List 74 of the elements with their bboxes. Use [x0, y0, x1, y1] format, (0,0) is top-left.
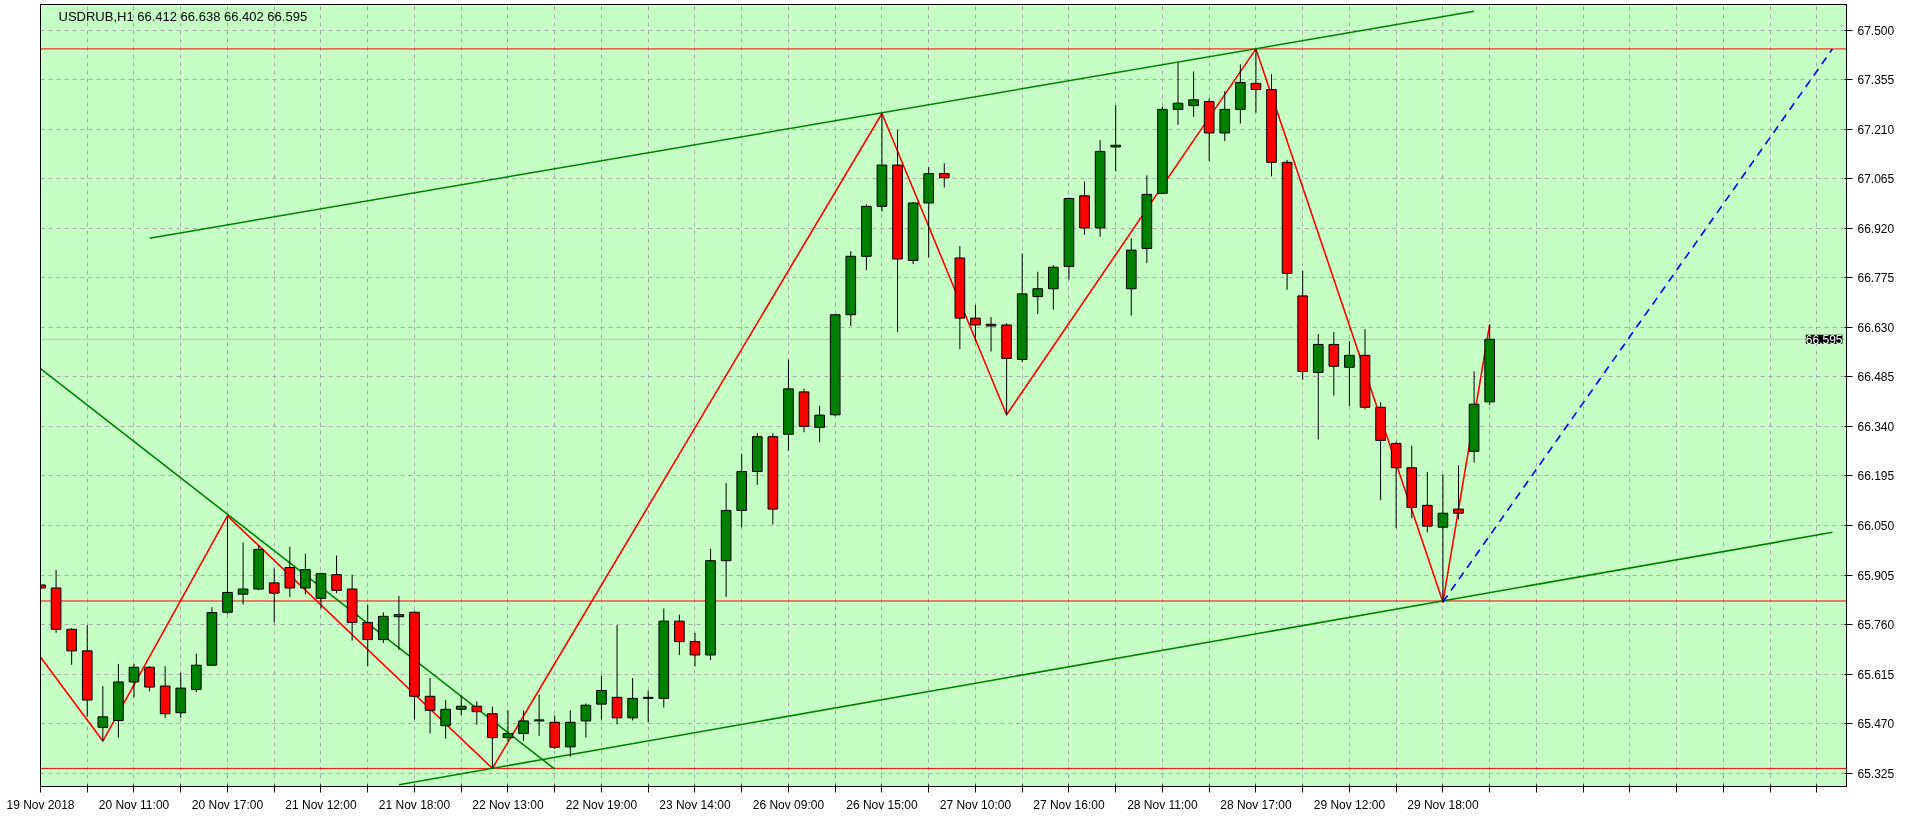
y-tick-label: 67.210 — [1857, 122, 1895, 137]
x-tick-label: 19 Nov 2018 — [6, 797, 75, 812]
y-tick-label: 66.920 — [1857, 221, 1895, 236]
y-tick-label: 66.775 — [1857, 271, 1895, 286]
candlestick — [1188, 70, 1199, 118]
candlestick — [1110, 104, 1122, 172]
candlestick — [518, 709, 529, 742]
y-tick-label: 65.615 — [1857, 667, 1895, 682]
candlestick — [533, 694, 545, 737]
candlestick — [284, 546, 296, 598]
candlestick — [1219, 90, 1231, 142]
x-tick-label: 27 Nov 10:00 — [939, 797, 1012, 812]
y-tick-label: 66.195 — [1857, 469, 1895, 484]
candlestick — [627, 677, 638, 722]
candlestick — [689, 632, 701, 667]
y-tick-label: 65.325 — [1857, 766, 1895, 781]
y-tick-label: 66.630 — [1857, 320, 1895, 335]
x-tick-label: 26 Nov 09:00 — [752, 797, 825, 812]
x-tick-label: 28 Nov 11:00 — [1127, 797, 1199, 812]
candlestick — [596, 675, 607, 721]
y-tick-label: 65.905 — [1857, 568, 1895, 583]
x-tick-label: 23 Nov 14:00 — [659, 797, 731, 812]
y-tick-label: 65.760 — [1857, 618, 1895, 633]
y-tick-label: 66.050 — [1857, 518, 1895, 533]
y-tick-label: 67.065 — [1857, 172, 1895, 187]
candlestick — [1422, 471, 1433, 533]
candlestick — [440, 699, 451, 740]
candlestick — [1344, 340, 1355, 407]
x-tick-label: 20 Nov 11:00 — [98, 797, 170, 812]
candlestick — [331, 555, 342, 594]
ref-line-label: 66.595 — [1805, 332, 1843, 347]
candlestick — [471, 700, 483, 726]
y-tick-label: 66.340 — [1857, 419, 1895, 434]
x-tick-label: 29 Nov 12:00 — [1313, 797, 1386, 812]
x-tick-label: 21 Nov 18:00 — [378, 797, 451, 812]
candlestick — [424, 677, 436, 735]
x-tick-label: 27 Nov 16:00 — [1033, 797, 1105, 812]
candlestick — [1172, 62, 1184, 126]
chart-title: USDRUB,H1 66.412 66.638 66.402 66.595 — [58, 8, 308, 24]
x-tick-label: 20 Nov 17:00 — [191, 797, 264, 812]
x-tick-label: 29 Nov 18:00 — [1407, 797, 1479, 812]
candlestick — [393, 595, 405, 651]
candlestick — [938, 162, 950, 189]
candlestick — [814, 405, 825, 443]
candlestick — [970, 304, 981, 342]
y-tick-label: 65.470 — [1857, 717, 1895, 732]
candlestick — [502, 709, 514, 742]
candlestick — [66, 627, 77, 666]
candlestick — [97, 685, 109, 742]
y-tick-label: 67.500 — [1857, 23, 1895, 38]
candlestick — [1032, 271, 1044, 315]
x-tick-label: 22 Nov 19:00 — [565, 797, 638, 812]
candlestick — [300, 553, 311, 595]
x-tick-label: 28 Nov 17:00 — [1220, 797, 1292, 812]
candlestick — [128, 663, 140, 698]
candlestick — [455, 695, 467, 716]
candlestick — [1453, 464, 1464, 520]
y-tick-label: 67.355 — [1857, 73, 1895, 88]
x-tick-label: 22 Nov 13:00 — [472, 797, 544, 812]
candlestick — [144, 665, 155, 692]
candlestick — [1328, 331, 1340, 397]
candlestick — [674, 614, 685, 656]
candlestick — [642, 690, 654, 723]
x-tick-label: 26 Nov 15:00 — [846, 797, 918, 812]
candlestick — [222, 515, 233, 615]
candlestick — [580, 702, 592, 739]
candlestick — [1048, 264, 1059, 311]
candlestick — [377, 611, 389, 644]
x-tick-label: 21 Nov 12:00 — [285, 797, 357, 812]
candlestick — [237, 542, 249, 605]
candlestick — [362, 603, 374, 667]
candlestick — [611, 624, 623, 725]
y-tick-label: 66.485 — [1857, 370, 1895, 385]
candlestick — [985, 316, 997, 353]
